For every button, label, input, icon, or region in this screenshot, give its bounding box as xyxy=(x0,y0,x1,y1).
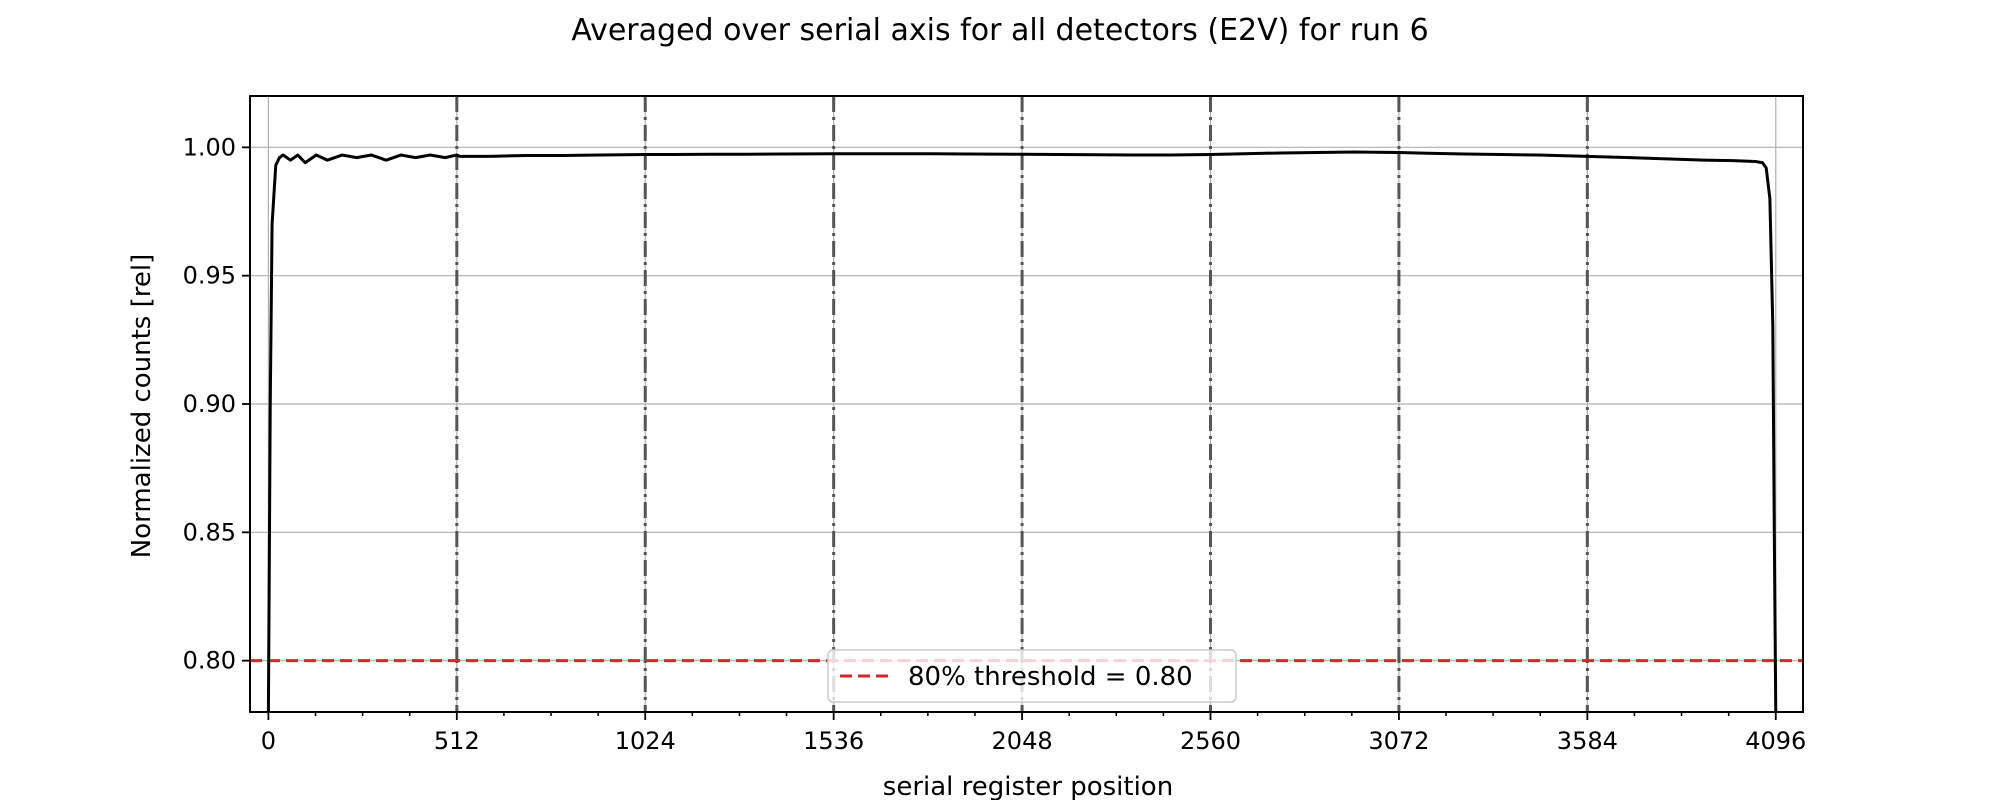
y-tick-label-2: 0.90 xyxy=(183,390,236,418)
x-tick-label-2: 1024 xyxy=(615,727,676,755)
x-tick-label-6: 3072 xyxy=(1368,727,1429,755)
series-line-0 xyxy=(266,150,1778,712)
x-tick-label-3: 1536 xyxy=(803,727,864,755)
x-tick-label-0: 0 xyxy=(261,727,276,755)
y-tick-label-4: 1.00 xyxy=(183,133,236,161)
x-tick-label-8: 4096 xyxy=(1745,727,1806,755)
data-series xyxy=(266,150,1778,712)
y-tick-label-1: 0.85 xyxy=(183,518,236,546)
x-axis-label: serial register position xyxy=(883,772,1173,800)
x-tick-label-5: 2560 xyxy=(1180,727,1241,755)
y-axis-ticks: 0.80 0.85 0.90 0.95 1.00 xyxy=(183,133,250,675)
chart-title: Averaged over serial axis for all detect… xyxy=(571,13,1428,48)
y-axis-label: Normalized counts [rel] xyxy=(127,254,157,559)
y-tick-label-3: 0.95 xyxy=(183,262,236,290)
x-tick-label-7: 3584 xyxy=(1557,727,1618,755)
legend-box xyxy=(827,649,1237,703)
legend-threshold-label: 80% threshold = 0.80 xyxy=(908,662,1193,692)
x-tick-label-1: 512 xyxy=(434,727,480,755)
y-tick-label-0: 0.80 xyxy=(183,647,236,675)
segment-boundary-lines xyxy=(455,96,1589,712)
x-tick-label-4: 2048 xyxy=(992,727,1053,755)
x-axis-ticks: 0 512 1024 1536 2048 2560 3072 3584 4096 xyxy=(261,712,1806,755)
legend: 80% threshold = 0.80 xyxy=(827,649,1237,703)
